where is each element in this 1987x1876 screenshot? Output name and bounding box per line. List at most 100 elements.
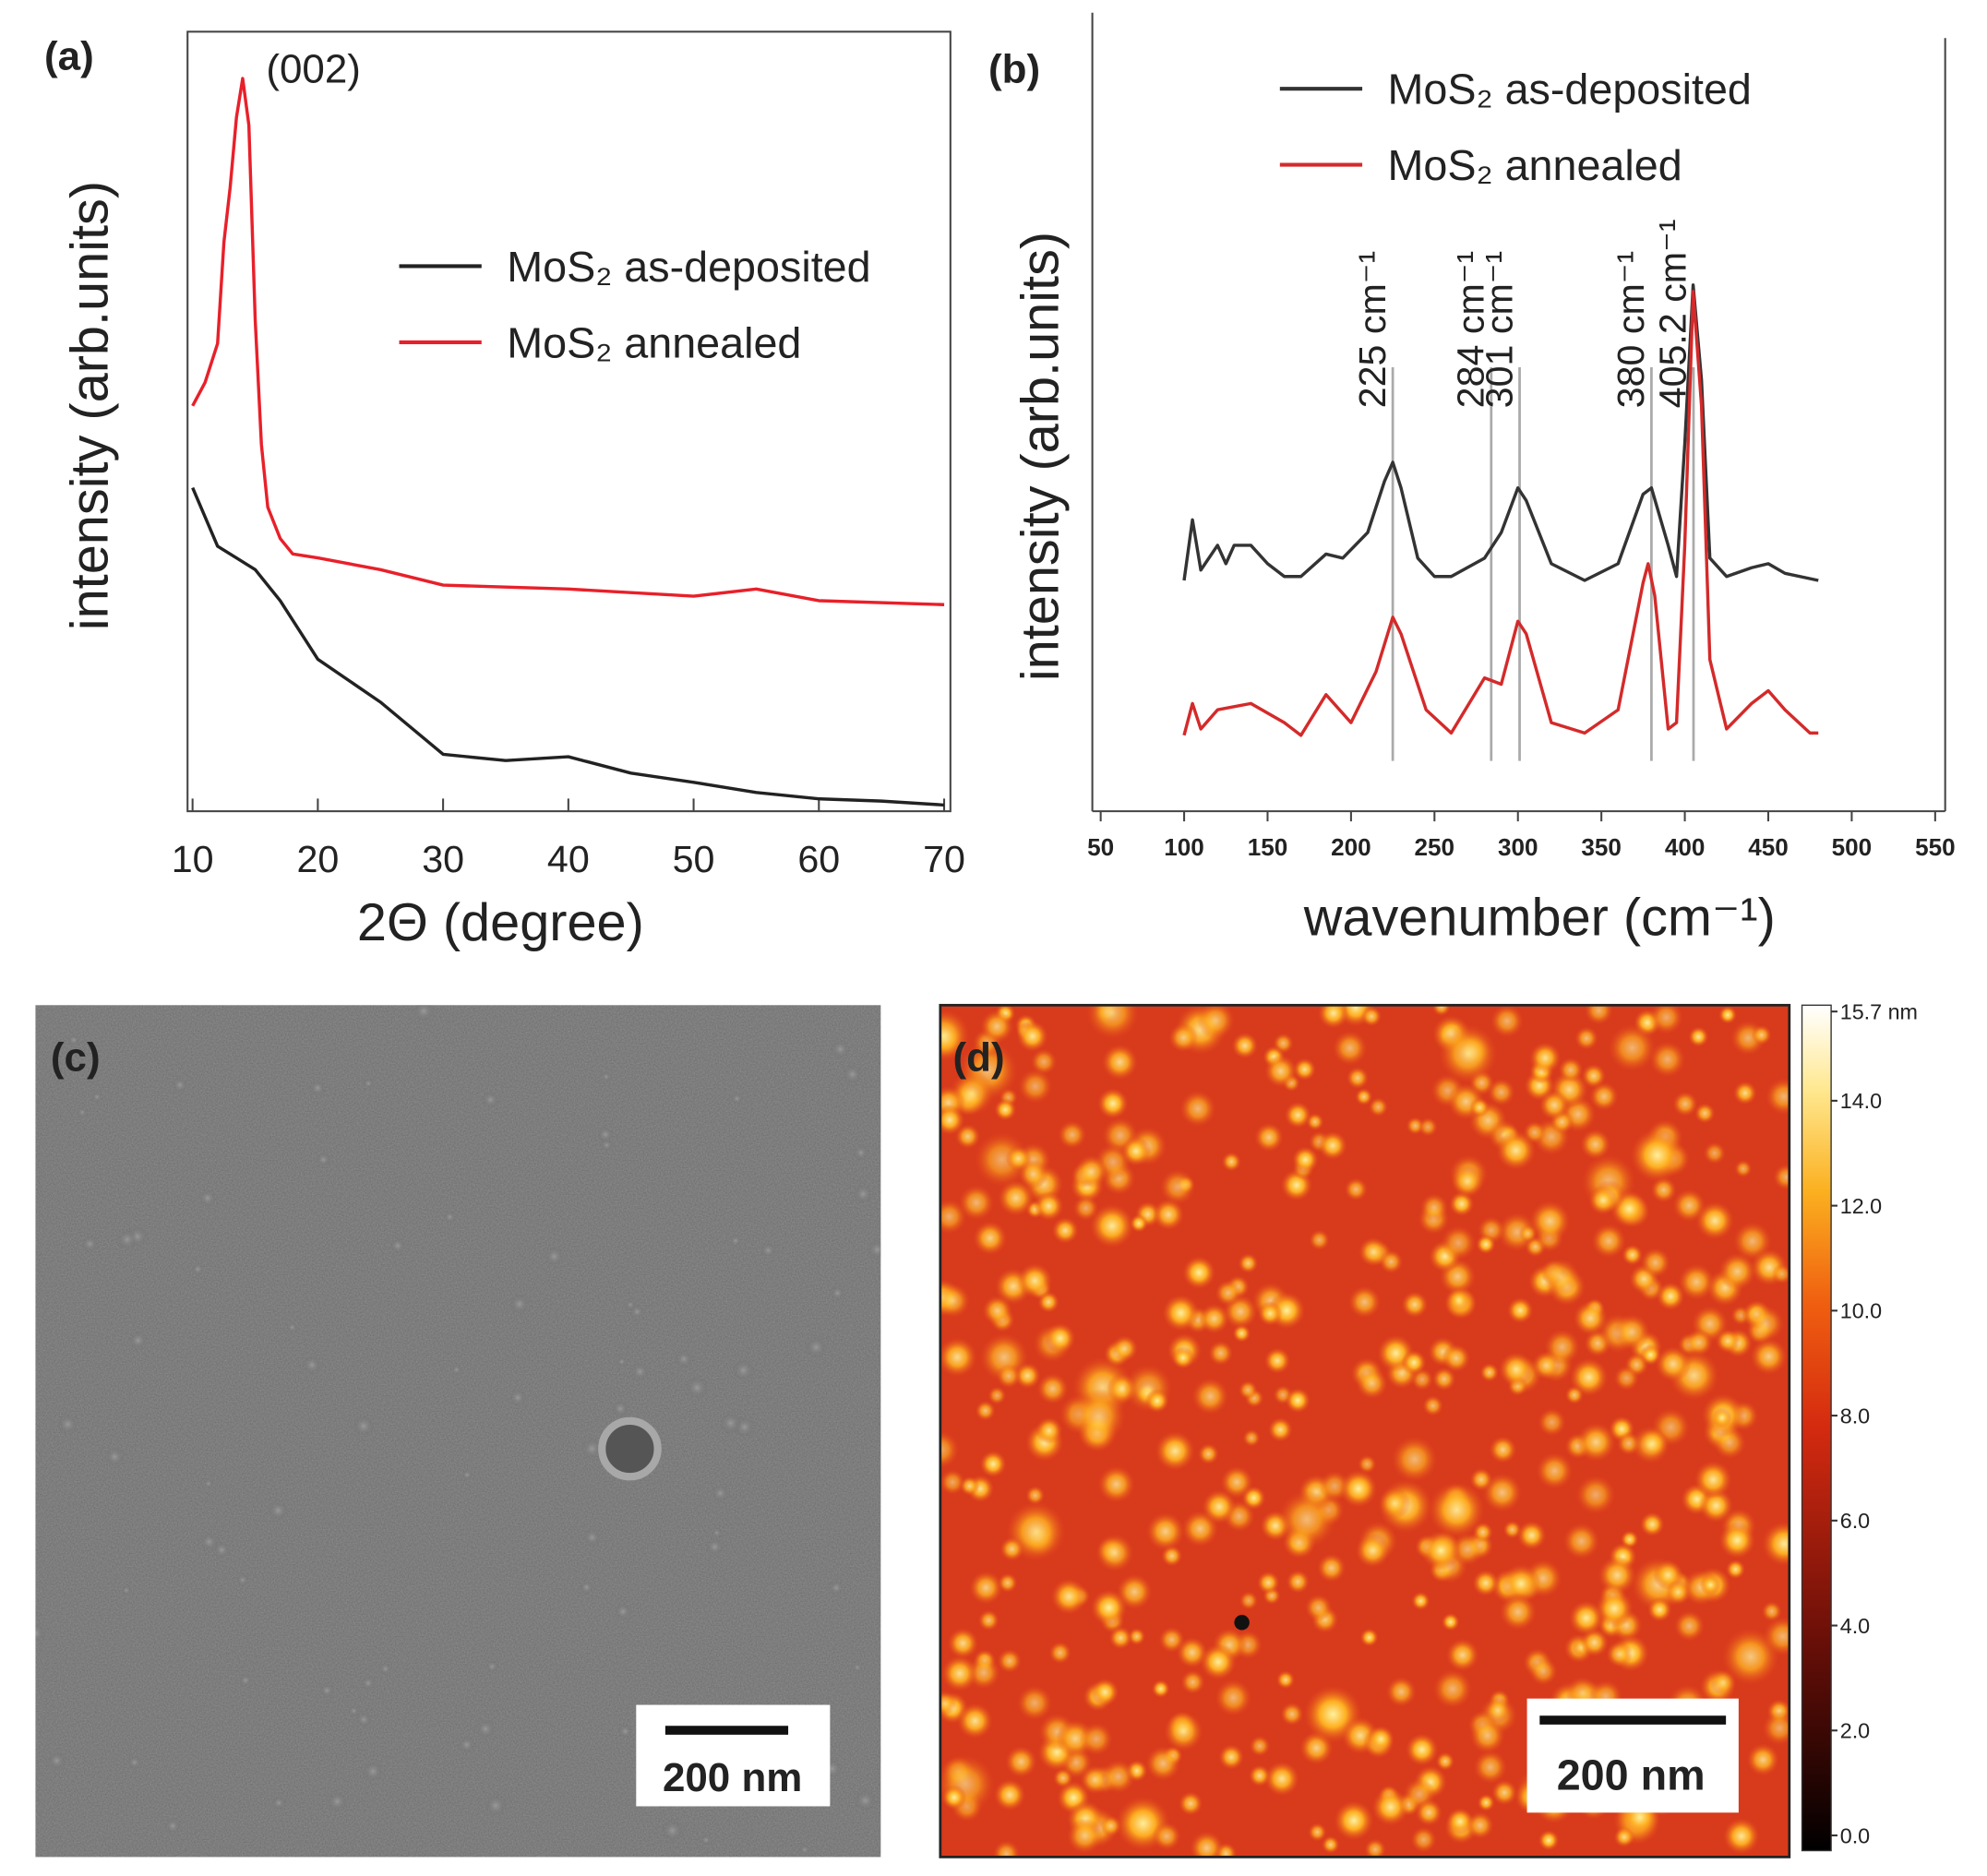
afm-particle [1267, 1416, 1293, 1442]
afm-particle [1518, 1224, 1538, 1243]
afm-particle [1591, 1223, 1627, 1259]
sem-particle [853, 1184, 873, 1204]
afm-particle [1079, 1722, 1114, 1756]
afm-particle [1490, 1779, 1518, 1806]
afm-particle [1285, 1387, 1311, 1414]
afm-particle [1608, 1023, 1657, 1072]
afm-particle [1495, 1129, 1537, 1171]
afm-particle [940, 1691, 957, 1716]
afm-particle [941, 1785, 967, 1810]
afm-particle [999, 1536, 1024, 1561]
afm-particle [947, 1627, 979, 1659]
afm-pit [1234, 1615, 1250, 1631]
afm-particle [994, 1098, 1017, 1121]
afm-particle [1531, 1351, 1561, 1380]
afm-particle [1308, 1822, 1327, 1842]
afm-particle [1385, 1676, 1417, 1707]
afm-particle [1703, 1141, 1727, 1165]
afm-particle [1732, 1081, 1757, 1105]
afm-particle [1178, 1791, 1203, 1816]
afm-particle [1356, 1367, 1388, 1400]
afm-particle [996, 1363, 1022, 1389]
afm-particle [1048, 1641, 1072, 1665]
afm-particle [958, 1184, 995, 1221]
x-axis-label: 2Θ (degree) [357, 893, 644, 952]
afm-particle [1256, 1571, 1280, 1595]
sem-particle [842, 1064, 863, 1085]
afm-particle [1718, 1005, 1738, 1024]
sem-particle [362, 1761, 384, 1782]
x-tick-label: 350 [1581, 833, 1622, 861]
afm-particle [1280, 1702, 1304, 1727]
afm-particle [1152, 1198, 1185, 1231]
afm-particle [1220, 1465, 1253, 1499]
sem-particle [805, 1336, 827, 1358]
afm-particle [997, 1648, 1023, 1674]
scale-bar-box [636, 1704, 831, 1807]
annotation: (002) [266, 46, 361, 91]
afm-particle [1391, 1436, 1438, 1483]
sem-ring [598, 1416, 662, 1481]
afm-particle [1275, 1670, 1296, 1690]
x-tick-label: 60 [797, 838, 840, 880]
afm-particle [1202, 1489, 1237, 1524]
afm-particle [1655, 1345, 1692, 1382]
afm-particle [1699, 1573, 1722, 1596]
sem-particle [482, 1091, 499, 1108]
afm-particle [988, 1386, 1007, 1405]
sem-particle [731, 1093, 744, 1105]
sem-particle [319, 1682, 335, 1699]
afm-particle [1418, 1117, 1438, 1137]
afm-particle [940, 1430, 960, 1469]
afm-particle [1678, 1263, 1716, 1301]
afm-particle [1479, 1362, 1500, 1382]
afm-particle [1190, 1831, 1225, 1858]
afm-particle [1097, 1465, 1135, 1503]
sem-particle [361, 1676, 376, 1691]
afm-particle [1598, 1556, 1637, 1595]
afm-particle [973, 1221, 1008, 1256]
afm-particle [1306, 1113, 1324, 1131]
y-axis-label: intensity (arb.units) [1011, 232, 1071, 681]
afm-particle [1747, 1305, 1785, 1343]
afm-particle [1648, 1005, 1684, 1035]
afm-particle [1672, 1091, 1698, 1117]
afm-particle [1431, 1005, 1451, 1017]
afm-particle [1378, 1487, 1411, 1520]
legend-label: MoS₂ as-deposited [507, 243, 870, 291]
afm-particle [1058, 1120, 1087, 1150]
afm-particle [977, 1609, 999, 1631]
afm-particle [1415, 1798, 1443, 1827]
afm-particle [1469, 1717, 1506, 1754]
afm-particle [1367, 1725, 1395, 1753]
afm-particle [1710, 1669, 1737, 1696]
sem-particle [614, 1603, 632, 1620]
afm-particle [1762, 1710, 1789, 1746]
afm-particle [1050, 1578, 1088, 1615]
sem-particle [582, 1528, 602, 1547]
sem-particle [77, 1106, 88, 1118]
afm-particle [1528, 1200, 1571, 1242]
afm-particle [1428, 1481, 1485, 1538]
afm-particle [1095, 1533, 1134, 1572]
afm-particle [1347, 1285, 1382, 1319]
scale-bar-label: 200 nm [663, 1755, 802, 1800]
x-tick-label: 30 [422, 838, 464, 880]
afm-particle [1004, 1745, 1037, 1778]
afm-particle [1639, 1512, 1665, 1537]
afm-particle [1751, 1024, 1772, 1046]
afm-particle [1286, 1570, 1311, 1595]
afm-particle [1144, 1388, 1169, 1414]
afm-particle [1613, 1365, 1640, 1392]
sem-particle [309, 1080, 326, 1096]
afm-particle [1163, 1711, 1203, 1751]
afm-particle [1613, 1826, 1635, 1848]
sem-particle [686, 1376, 709, 1400]
afm-particle [1718, 1252, 1756, 1291]
afm-particle [1746, 1743, 1780, 1776]
afm-particle [1339, 1469, 1378, 1508]
sem-particle [198, 1189, 217, 1208]
afm-particle [1355, 1087, 1373, 1106]
afm-particle [1666, 1580, 1691, 1605]
afm-particle [1772, 1164, 1789, 1191]
